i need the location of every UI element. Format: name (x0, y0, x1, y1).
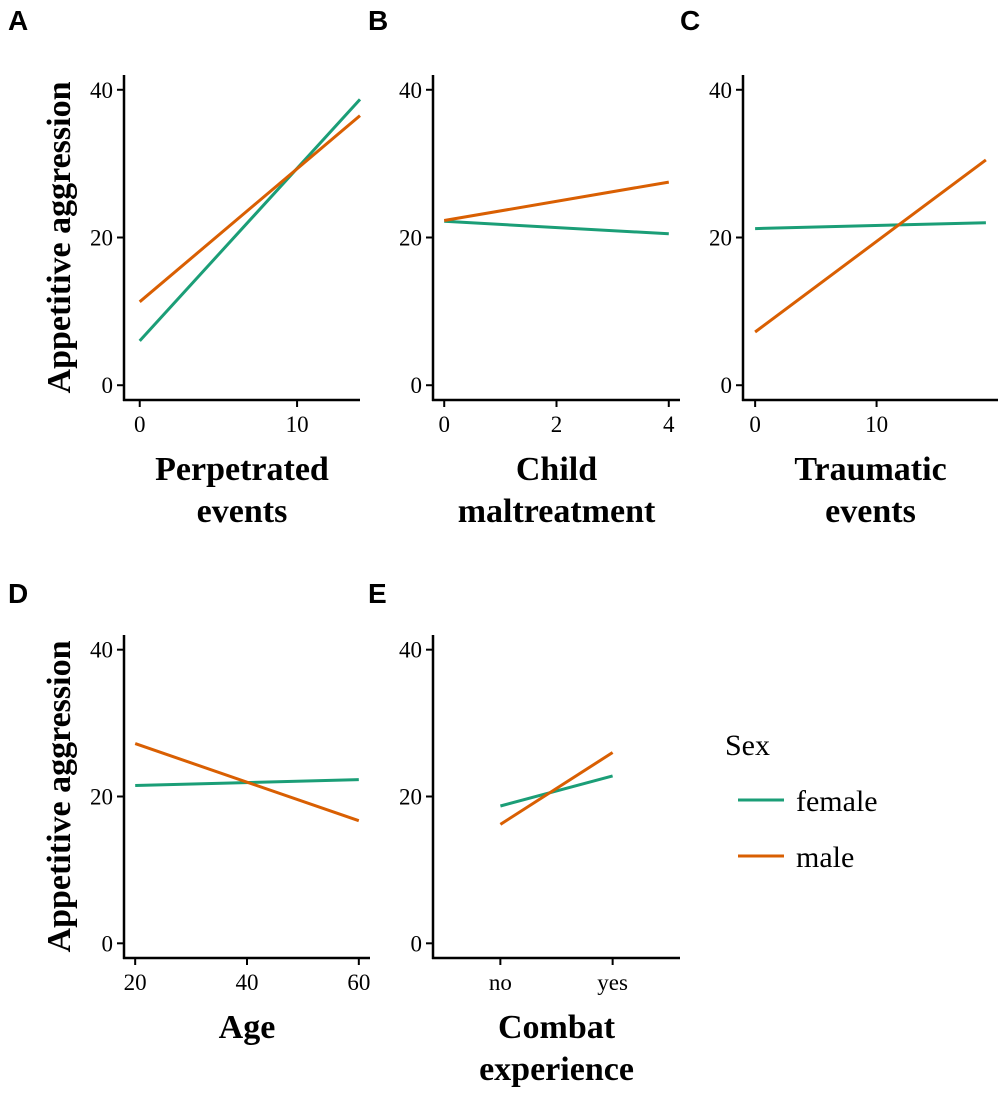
y-tick-label: 20 (399, 785, 422, 810)
x-axis-title: events (197, 493, 288, 530)
y-tick-label: 0 (721, 373, 733, 398)
y-axis-title: Appetitive aggression (41, 640, 78, 952)
x-tick-label: 2 (551, 412, 563, 437)
y-tick-label: 0 (411, 931, 423, 956)
panel-letter-b: B (368, 5, 388, 36)
panel-letter-d: D (8, 578, 28, 609)
y-tick-label: 40 (399, 638, 422, 663)
y-tick-label: 40 (90, 78, 113, 103)
series-line-female (500, 774, 613, 808)
panel-a: A 0 20 40 0 10 Perpetrated events Appetitive agg… (8, 5, 362, 530)
legend-title: Sex (725, 729, 770, 762)
series-line-male (443, 180, 670, 222)
series-line-male (134, 742, 360, 823)
x-axis-title: Combat (498, 1009, 616, 1046)
panel-b: B 0 20 40 0 2 4 Child maltreatment (368, 5, 680, 530)
panel-letter-e: E (368, 578, 387, 609)
x-tick-label: 40 (236, 970, 259, 995)
legend-label-male: male (796, 841, 854, 874)
x-tick-label: 0 (438, 412, 450, 437)
y-tick-label: 40 (709, 78, 732, 103)
series-line-female (138, 98, 362, 342)
panel-d: D 0 20 40 20 40 60 Age Appetitive aggression (8, 578, 370, 1046)
x-tick-label: 4 (663, 412, 675, 437)
y-tick-label: 20 (399, 226, 422, 251)
panel-letter-a: A (8, 5, 28, 36)
y-tick-label: 0 (102, 931, 114, 956)
series-line-male (138, 114, 361, 303)
x-axis-title: maltreatment (458, 493, 656, 530)
y-axis-title: Appetitive aggression (41, 81, 78, 393)
y-tick-label: 20 (90, 785, 113, 810)
x-axis-title: events (825, 493, 916, 530)
x-axis-title: Perpetrated (155, 451, 329, 488)
x-axis-title: experience (479, 1051, 634, 1088)
y-tick-label: 20 (90, 226, 113, 251)
panel-c: C 0 20 40 0 10 Traumatic events (680, 5, 998, 530)
series-line-female (444, 219, 669, 236)
y-tick-label: 40 (90, 638, 113, 663)
series-line-female (755, 221, 986, 231)
y-tick-label: 0 (411, 373, 423, 398)
x-axis-title: Traumatic (794, 451, 946, 488)
x-tick-label: yes (597, 970, 628, 995)
x-tick-label: 10 (286, 412, 309, 437)
y-tick-label: 40 (399, 78, 422, 103)
x-tick-label: 60 (347, 970, 370, 995)
x-tick-label: 20 (124, 970, 147, 995)
x-tick-label: 0 (134, 412, 146, 437)
y-tick-label: 0 (102, 373, 114, 398)
x-tick-label: 0 (749, 412, 761, 437)
series-line-male (499, 751, 614, 826)
x-axis-title: Child (516, 451, 597, 488)
panel-e: E 0 20 40 no yes Combat experience (368, 578, 680, 1088)
panel-letter-c: C (680, 5, 700, 36)
x-axis-title: Age (219, 1009, 276, 1046)
legend-label-female: female (796, 785, 878, 818)
x-tick-label: no (489, 970, 512, 995)
legend: Sex female male (725, 729, 878, 874)
series-line-male (754, 158, 987, 334)
x-tick-label: 10 (865, 412, 888, 437)
y-tick-label: 20 (709, 226, 732, 251)
